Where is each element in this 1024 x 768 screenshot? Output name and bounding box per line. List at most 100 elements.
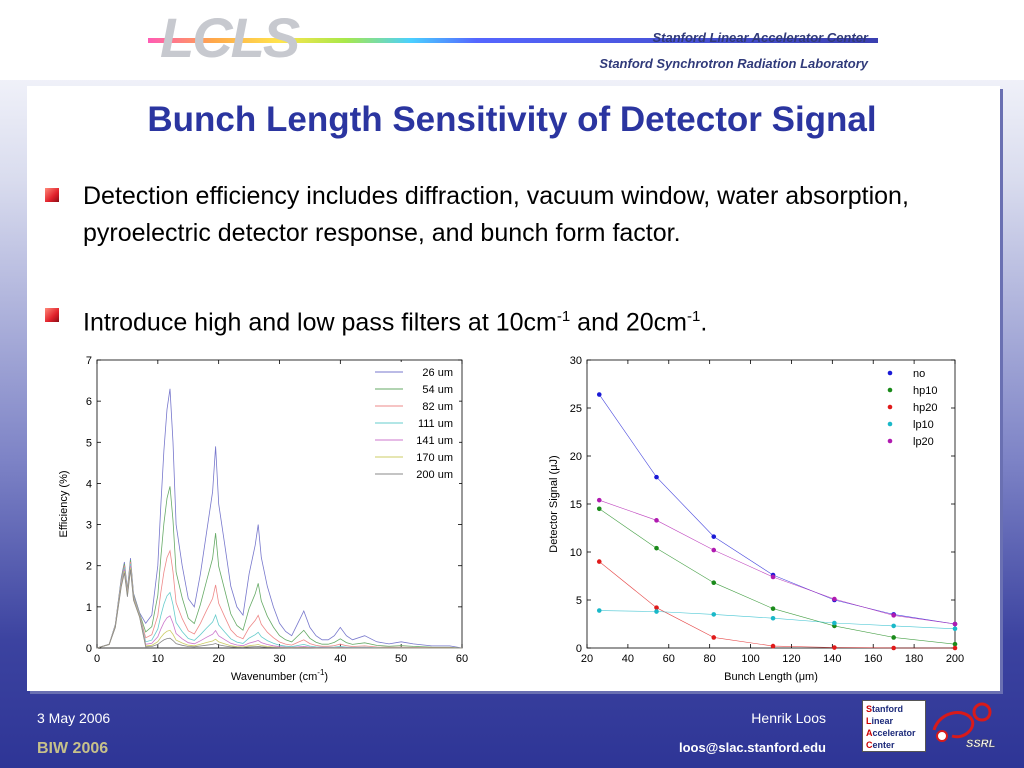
y-axis-label: Detector Signal (μJ) <box>548 455 560 552</box>
data-point-hp10 <box>770 606 776 611</box>
legend-label: 200 um <box>416 469 453 481</box>
bullet-item-1: Detection efficiency includes diffractio… <box>45 178 965 252</box>
legend-label: 111 um <box>418 418 453 430</box>
footer-event: BIW 2006 <box>37 740 109 757</box>
x-tick-label: 60 <box>663 653 675 665</box>
legend-label: 54 um <box>422 384 453 396</box>
data-point-no <box>711 534 717 539</box>
x-tick-label: 60 <box>456 653 468 665</box>
x-tick-label: 80 <box>704 653 716 665</box>
footer-author: Henrik Loos <box>751 710 826 726</box>
footer-email: loos@slac.stanford.edu <box>678 740 826 755</box>
legend-label: lp20 <box>913 436 934 448</box>
series-line-200um <box>96 569 462 649</box>
data-point-hp10 <box>711 580 717 586</box>
x-tick-label: 20 <box>581 653 593 665</box>
legend-label: no <box>913 368 925 380</box>
legend-label: hp20 <box>913 402 937 414</box>
y-tick-label: 1 <box>86 602 92 614</box>
lcls-logo: LCLS <box>160 6 300 69</box>
data-point-lp10 <box>770 615 776 621</box>
legend-marker <box>887 404 893 410</box>
legend-label: 26 um <box>422 367 453 379</box>
x-tick-label: 160 <box>864 653 882 665</box>
y-tick-label: 4 <box>86 478 92 490</box>
y-tick-label: 2 <box>86 561 92 573</box>
data-point-lp20 <box>711 547 717 553</box>
x-axis-label: Bunch Length (μm) <box>724 671 818 683</box>
data-point-lp10 <box>891 623 896 629</box>
detector-signal-chart: 20 40 60 80 100 120 140 160 180 200 0 5 10 15 20 25 30 no… <box>548 355 964 683</box>
data-point-hp20 <box>711 635 717 640</box>
data-point-hp20 <box>770 643 776 649</box>
x-tick-label: 180 <box>905 653 923 665</box>
bullet-text-2: Introduce high and low pass filters at 1… <box>83 308 708 337</box>
x-tick-label: 120 <box>782 653 800 665</box>
svg-text:SSRL: SSRL <box>966 738 996 750</box>
x-tick-label: 40 <box>334 653 346 665</box>
data-point-hp10 <box>596 506 602 512</box>
data-point-hp10 <box>654 545 659 551</box>
y-tick-label: 20 <box>570 451 582 463</box>
data-point-hp20 <box>596 559 602 564</box>
data-point-lp20 <box>891 613 896 618</box>
data-point-hp20 <box>654 605 659 610</box>
x-tick-label: 200 <box>946 653 964 665</box>
y-axis-label: Efficiency (%) <box>58 470 70 537</box>
legend-label: 141 um <box>416 435 453 447</box>
y-tick-label: 25 <box>570 403 582 415</box>
y-tick-label: 10 <box>570 547 582 559</box>
header: LCLS Stanford Linear Accelerator Center … <box>0 0 1024 80</box>
bullet-item-2: Introduce high and low pass filters at 1… <box>45 298 965 341</box>
ssrl-logo: SSRL <box>932 702 996 750</box>
x-tick-label: 30 <box>273 653 285 665</box>
data-point-hp10 <box>891 635 896 640</box>
x-tick-label: 0 <box>94 653 100 665</box>
data-point-lp20 <box>654 518 659 523</box>
legend-marker <box>887 421 893 427</box>
y-tick-label: 5 <box>86 437 92 449</box>
series-line-111um <box>96 563 463 649</box>
y-tick-label: 3 <box>86 520 92 532</box>
x-tick-label: 20 <box>213 653 225 665</box>
legend-box <box>369 362 459 485</box>
efficiency-chart: 0 10 20 30 40 50 60 0 1 2 3 4 5 6 7 26 um 54 um 82 um 111 … <box>58 355 468 683</box>
x-tick-label: 50 <box>395 653 407 665</box>
legend-marker <box>887 387 893 393</box>
data-point-lp20 <box>770 574 776 580</box>
data-point-lp10 <box>832 620 837 626</box>
data-point-lp20 <box>952 621 958 627</box>
y-tick-label: 7 <box>86 355 92 367</box>
data-point-lp20 <box>596 497 602 503</box>
data-point-lp10 <box>596 608 602 613</box>
footer-date: 3 May 2006 <box>37 710 111 726</box>
slide-title: Bunch Length Sensitivity of Detector Sig… <box>147 100 877 139</box>
bullet-square-icon <box>45 308 59 322</box>
legend-label: 82 um <box>422 401 453 413</box>
series-line-26um <box>96 388 463 649</box>
slac-logo: Stanford Linear Accelerator Center <box>862 700 926 752</box>
data-point-hp10 <box>952 641 958 647</box>
institution-ssrl: Stanford Synchrotron Radiation Laborator… <box>599 56 868 71</box>
logo-stripe <box>148 38 878 43</box>
x-tick-label: 100 <box>741 653 759 665</box>
data-point-lp10 <box>952 626 958 632</box>
series-line-82um <box>96 549 463 649</box>
data-point-hp20 <box>952 645 958 651</box>
y-tick-label: 5 <box>576 595 582 607</box>
y-tick-label: 15 <box>570 499 582 511</box>
y-tick-label: 0 <box>86 643 92 655</box>
x-tick-label: 10 <box>152 653 164 665</box>
legend-label: lp10 <box>913 419 934 431</box>
data-point-hp20 <box>891 645 896 651</box>
data-point-no <box>596 392 602 397</box>
institution-slac: Stanford Linear Accelerator Center <box>652 30 868 45</box>
series-line-54um <box>96 486 463 649</box>
bullet-square-icon <box>45 188 59 202</box>
y-tick-label: 0 <box>576 643 582 655</box>
legend-label: hp10 <box>913 385 937 397</box>
x-axis-label: Wavenumber (cm-1) <box>231 668 328 683</box>
y-tick-label: 30 <box>570 355 582 367</box>
x-tick-label: 40 <box>622 653 634 665</box>
data-point-no <box>654 474 659 480</box>
